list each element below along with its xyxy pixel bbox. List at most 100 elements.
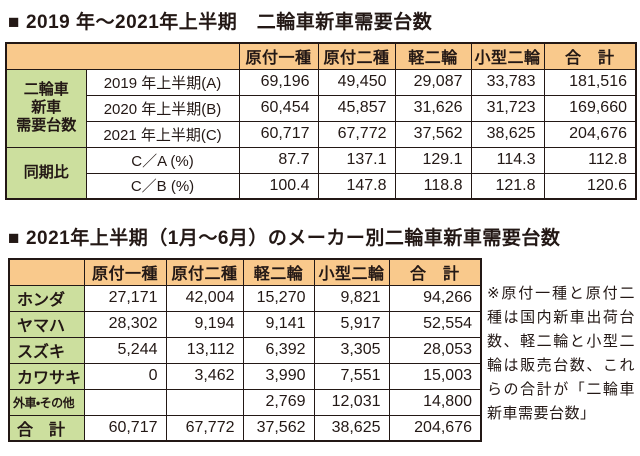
section2-title-text: 2021年上半期（1月～6月）のメーカー別二輪車新車需要台数 — [25, 228, 561, 249]
table1-value-cell: 129.1 — [394, 146, 472, 174]
table1-header-row: 原付一種 原付二種 軽二輪 小型二輪 合 計 — [5, 42, 637, 70]
table2-value-cell: 67,772 — [165, 414, 244, 442]
table2-maker-cell: 合 計 — [8, 414, 85, 442]
table2-row-suzuki: スズキ 5,244 13,112 6,392 3,305 28,053 — [8, 336, 482, 364]
table1-value-cell: 204,676 — [543, 120, 637, 148]
table2-value-cell: 27,171 — [83, 284, 167, 312]
table-demand-by-maker: 原付一種 原付二種 軽二輪 小型二輪 合 計 ホンダ 27,171 42,004… — [8, 258, 482, 442]
table1-period-cell: 2019 年上半期(A) — [85, 68, 240, 96]
table2-value-cell: 13,112 — [165, 336, 244, 364]
table1-value-cell: 120.6 — [543, 172, 637, 200]
table2-value-cell: 5,244 — [83, 336, 167, 364]
section2-title: ■ 2021年上半期（1月～6月）のメーカー別二輪車新車需要台数 — [8, 223, 560, 250]
table2-value-cell: 52,554 — [388, 310, 482, 338]
table2-value-cell: 0 — [83, 362, 167, 390]
table-demand-by-year: 原付一種 原付二種 軽二輪 小型二輪 合 計 二輪車 新車 需要台数 2019 … — [5, 42, 637, 200]
table2-value-cell: 94,266 — [388, 284, 482, 312]
table2-corner-cell — [8, 258, 85, 286]
table1-col-header: 軽二輪 — [394, 42, 472, 70]
table1-value-cell: 69,196 — [238, 68, 319, 96]
table1-value-cell: 181,516 — [543, 68, 637, 96]
table1-value-cell: 60,717 — [238, 120, 319, 148]
table1-col-header: 原付一種 — [238, 42, 319, 70]
table1-corner-cell — [5, 42, 240, 70]
table2-value-cell — [165, 388, 244, 416]
table1-value-cell: 38,625 — [470, 120, 545, 148]
table2-col-header: 軽二輪 — [242, 258, 315, 286]
table1-row-2019: 二輪車 新車 需要台数 2019 年上半期(A) 69,196 49,450 2… — [5, 68, 637, 148]
table1-period-cell: C／A (%) — [85, 146, 240, 174]
table1-row-2020: 2020 年上半期(B) 60,454 45,857 31,626 31,723… — [6, 94, 637, 122]
table1-period-cell: 2021 年上半期(C) — [85, 120, 240, 148]
table1-value-cell: 137.1 — [317, 146, 396, 174]
table2-value-cell — [83, 388, 167, 416]
table2-value-cell: 38,625 — [313, 414, 390, 442]
table2-value-cell: 2,769 — [242, 388, 315, 416]
table2-col-header: 原付一種 — [83, 258, 167, 286]
table1-col-header: 原付二種 — [317, 42, 396, 70]
section2-bullet-icon: ■ — [8, 228, 20, 249]
table2-row-kawasaki: カワサキ 0 3,462 3,990 7,551 15,003 — [8, 362, 482, 390]
table1-value-cell: 31,626 — [394, 94, 472, 122]
table1-period-cell: 2020 年上半期(B) — [85, 94, 240, 122]
table1-value-cell: 169,660 — [543, 94, 637, 122]
table2-value-cell: 5,917 — [313, 310, 390, 338]
table2-maker-cell: ヤマハ — [8, 310, 85, 338]
table2-value-cell: 28,302 — [83, 310, 167, 338]
table2-value-cell: 3,462 — [165, 362, 244, 390]
table1-group-label-ratio: 同期比 — [5, 146, 87, 200]
table2-header-row: 原付一種 原付二種 軽二輪 小型二輪 合 計 — [8, 258, 482, 286]
table1-value-cell: 60,454 — [238, 94, 319, 122]
table1-value-cell: 147.8 — [317, 172, 396, 200]
table2-value-cell: 60,717 — [83, 414, 167, 442]
table2-value-cell: 9,821 — [313, 284, 390, 312]
table1-value-cell: 121.8 — [470, 172, 545, 200]
table1-period-cell: C／B (%) — [85, 172, 240, 200]
table1-value-cell: 31,723 — [470, 94, 545, 122]
section1-bullet-icon: ■ — [8, 12, 20, 33]
table2-maker-cell: カワサキ — [8, 362, 85, 390]
table1-value-cell: 100.4 — [238, 172, 319, 200]
table1-value-cell: 118.8 — [394, 172, 472, 200]
table2-value-cell: 42,004 — [165, 284, 244, 312]
table2-value-cell: 204,676 — [388, 414, 482, 442]
table2-value-cell: 28,053 — [388, 336, 482, 364]
table1-value-cell: 37,562 — [394, 120, 472, 148]
table1-value-cell: 33,783 — [470, 68, 545, 96]
table1-value-cell: 29,087 — [394, 68, 472, 96]
table2-maker-cell: ホンダ — [8, 284, 85, 312]
table1-value-cell: 112.8 — [543, 146, 637, 174]
table2-value-cell: 3,305 — [313, 336, 390, 364]
table1-col-header: 小型二輪 — [470, 42, 545, 70]
table2-row-total: 合 計 60,717 67,772 37,562 38,625 204,676 — [8, 414, 482, 442]
table2-col-header: 合 計 — [388, 258, 482, 286]
table2-value-cell: 12,031 — [313, 388, 390, 416]
table2-col-header: 原付二種 — [165, 258, 244, 286]
table2-maker-cell: スズキ — [8, 336, 85, 364]
table1-col-header: 合 計 — [543, 42, 637, 70]
table1-row-2021: 2021 年上半期(C) 60,717 67,772 37,562 38,625… — [6, 120, 637, 148]
table2-maker-cell: 外車・その他 — [8, 388, 85, 416]
table2-value-cell: 7,551 — [313, 362, 390, 390]
table1-value-cell: 87.7 — [238, 146, 319, 174]
table1-row-ca-ratio: 同期比 C／A (%) 87.7 137.1 129.1 114.3 112.8 — [5, 146, 637, 200]
table2-row-yamaha: ヤマハ 28,302 9,194 9,141 5,917 52,554 — [8, 310, 482, 338]
table2-value-cell: 37,562 — [242, 414, 315, 442]
table2-value-cell: 9,194 — [165, 310, 244, 338]
table2-value-cell: 9,141 — [242, 310, 315, 338]
table1-value-cell: 67,772 — [317, 120, 396, 148]
table2-value-cell: 15,270 — [242, 284, 315, 312]
table2-value-cell: 6,392 — [242, 336, 315, 364]
table1-group-label-demand: 二輪車 新車 需要台数 — [5, 68, 87, 148]
table2-value-cell: 3,990 — [242, 362, 315, 390]
footnote: ※原付一種と原付二種は国内新車出荷台数、軽二輪と小型二輪は販売台数、これらの合計… — [487, 285, 635, 422]
section1-title-text: 2019 年～2021年上半期 二輪車新車需要台数 — [25, 12, 433, 33]
table1-row-cb-ratio: C／B (%) 100.4 147.8 118.8 121.8 120.6 — [6, 172, 637, 200]
table1-value-cell: 114.3 — [470, 146, 545, 174]
table2-row-honda: ホンダ 27,171 42,004 15,270 9,821 94,266 — [8, 284, 482, 312]
table2-col-header: 小型二輪 — [313, 258, 390, 286]
table2-value-cell: 14,800 — [388, 388, 482, 416]
section1-title: ■ 2019 年～2021年上半期 二輪車新車需要台数 — [8, 7, 432, 34]
table1-value-cell: 49,450 — [317, 68, 396, 96]
